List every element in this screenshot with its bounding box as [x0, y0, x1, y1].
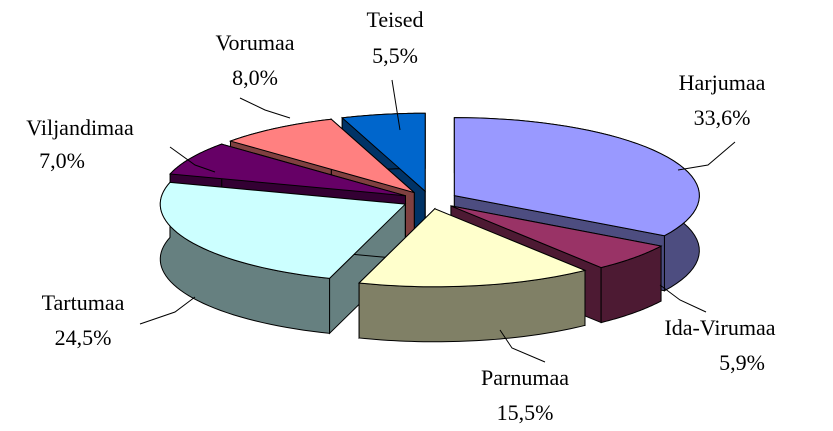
slice — [159, 181, 407, 335]
slice-top — [357, 208, 587, 288]
slice-value-label: 5,5% — [372, 43, 418, 68]
slice-value-label: 15,5% — [497, 400, 554, 425]
leader-line — [169, 146, 216, 173]
slice-top — [453, 117, 700, 237]
slice-label: Tartumaa — [42, 290, 125, 315]
slice-top — [341, 112, 426, 193]
slice-value-label: 7,0% — [39, 148, 85, 173]
leader-line — [239, 97, 291, 119]
slice-top — [159, 181, 407, 279]
leader-line — [499, 329, 546, 363]
slice-value-label: 33,6% — [694, 105, 751, 130]
slice-label: Ida-Virumaa — [664, 315, 775, 340]
slice-label: Teised — [366, 7, 423, 32]
slice-label: Vorumaa — [215, 30, 294, 55]
slice-label: Viljandimaa — [26, 115, 134, 140]
slice-value-label: 5,9% — [719, 350, 765, 375]
slice-top — [169, 143, 406, 197]
slice-top — [450, 205, 663, 269]
leader-line — [139, 296, 196, 325]
slice-label: Harjumaa — [679, 70, 766, 95]
slice-value-label: 8,0% — [232, 65, 278, 90]
slice-label: Parnumaa — [481, 365, 569, 390]
leader-line — [391, 79, 401, 131]
slice — [357, 207, 587, 343]
slice-value-label: 24,5% — [55, 325, 112, 350]
leader-line — [677, 141, 736, 171]
slice-top — [228, 118, 415, 194]
leader-line — [659, 284, 707, 313]
